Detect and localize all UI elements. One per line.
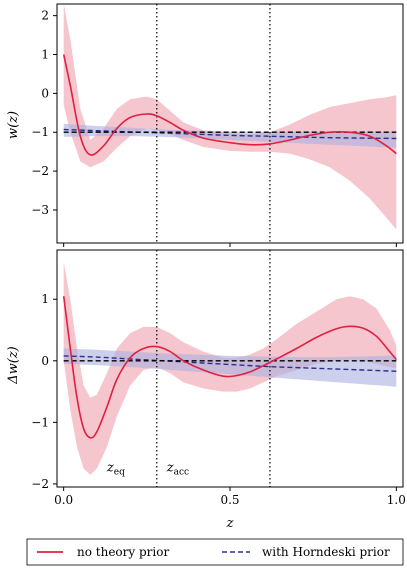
y-tick-label: 1 bbox=[41, 292, 49, 306]
bottom-ylabel: Δw(z) bbox=[6, 346, 21, 385]
horndeski-prior-band bbox=[63, 348, 397, 387]
y-tick-label: 0 bbox=[41, 86, 49, 100]
plot-area bbox=[62, 4, 397, 243]
top-ylabel: w(z) bbox=[6, 111, 21, 139]
y-tick-label: −2 bbox=[31, 164, 49, 178]
y-tick-label: 1 bbox=[41, 48, 49, 62]
x-tick-label: 0.0 bbox=[54, 493, 73, 507]
legend: no theory prior with Horndeski prior bbox=[26, 538, 404, 566]
y-tick-label: 2 bbox=[41, 9, 49, 23]
plot-area bbox=[62, 250, 397, 487]
y-tick-label: −2 bbox=[31, 477, 49, 491]
horndeski-prior-line bbox=[63, 355, 397, 372]
no-theory-prior-line bbox=[62, 54, 397, 156]
annotation-subscript: eq bbox=[114, 468, 125, 478]
horndeski-prior-band bbox=[63, 123, 397, 148]
xlabel: z bbox=[226, 516, 234, 531]
y-tick-label: −1 bbox=[31, 125, 49, 139]
no-theory-prior-line bbox=[62, 296, 397, 439]
legend-label-horndeski: with Horndeski prior bbox=[262, 545, 390, 559]
legend-frame bbox=[26, 538, 404, 566]
legend-label-no-theory-prior: no theory prior bbox=[77, 545, 169, 559]
x-tick-label: 1.0 bbox=[387, 493, 406, 507]
annotation-z-acc: zacc bbox=[166, 461, 189, 478]
y-tick-label: 0 bbox=[41, 354, 49, 368]
no-theory-prior-band bbox=[63, 4, 397, 230]
annotation-subscript: acc bbox=[174, 468, 189, 478]
annotation-base: z bbox=[106, 461, 114, 476]
y-tick-label: −3 bbox=[31, 203, 49, 217]
x-tick-label: 0.5 bbox=[220, 493, 239, 507]
annotation-base: z bbox=[166, 461, 174, 476]
annotation-z-eq: zeq bbox=[106, 461, 125, 478]
top-panel-w: 2 1 0 −1 −2 −3 bbox=[31, 3, 404, 247]
y-tick-label: −1 bbox=[31, 415, 49, 429]
